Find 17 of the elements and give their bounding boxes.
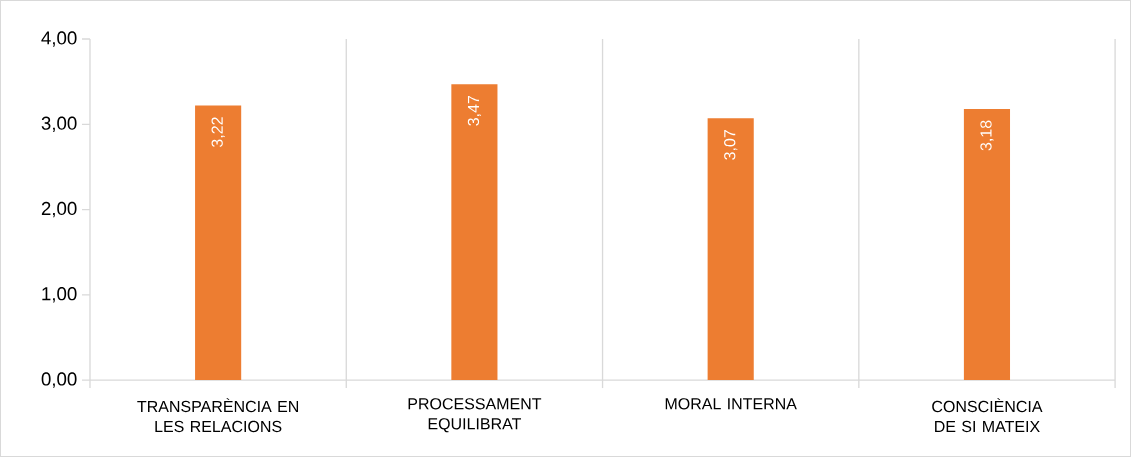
x-tick-label: PROCESSAMENT EQUILIBRAT <box>408 398 542 433</box>
y-tick-label: 4,00 <box>41 31 77 47</box>
y-tick-label: 3,00 <box>41 116 77 132</box>
x-tick-label: MORAL INTERNA <box>665 398 797 410</box>
bar <box>963 108 1011 381</box>
data-label: 3,47 <box>467 95 482 126</box>
y-tick-label: 0,00 <box>41 372 77 388</box>
data-label: 3,22 <box>211 117 225 147</box>
bar <box>707 118 754 381</box>
data-label: 3,18 <box>980 120 994 151</box>
x-tick-label: TRANSPARÈNCIA EN LES RELACIONS <box>137 398 299 433</box>
bar <box>195 105 242 381</box>
y-tick-label: 1,00 <box>42 287 77 303</box>
x-tick-label: CONSCIÈNCIA DE SI MATEIX <box>932 398 1043 433</box>
data-label: 3,07 <box>724 130 738 160</box>
y-tick-label: 2,00 <box>41 201 77 218</box>
bar <box>451 84 498 381</box>
